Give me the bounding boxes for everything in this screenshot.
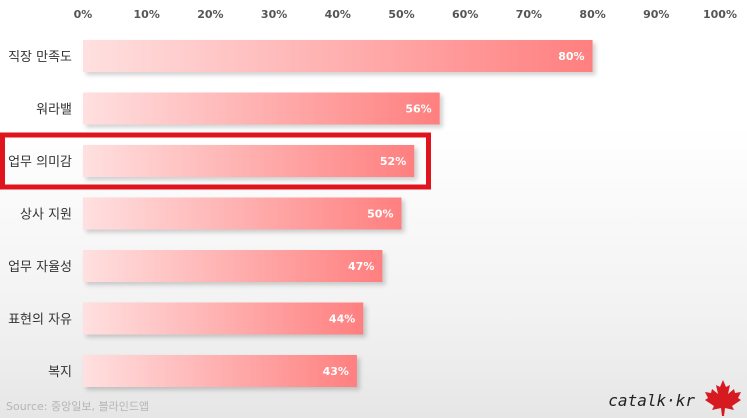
value-label: 43% bbox=[323, 365, 349, 378]
x-axis-ticks: 0% 10% 20% 30% 40% 50% 60% 70% 80% 90% 100% bbox=[74, 8, 737, 21]
category-label: 업무 자율성 bbox=[8, 260, 72, 275]
category-label: 복지 bbox=[48, 365, 72, 380]
x-tick-label: 20% bbox=[197, 8, 223, 21]
source-note: Source: 중앙일보, 블라인드앱 bbox=[6, 400, 150, 413]
value-labels: 80% 56% 52% 50% 47% 44% 43% bbox=[323, 50, 585, 378]
maple-leaf-icon bbox=[705, 380, 741, 416]
value-label: 52% bbox=[380, 155, 406, 168]
x-tick-label: 50% bbox=[388, 8, 414, 21]
bar bbox=[83, 145, 415, 177]
x-tick-label: 0% bbox=[74, 8, 93, 21]
highlight-box bbox=[0, 132, 431, 190]
x-tick-label: 70% bbox=[516, 8, 542, 21]
value-label: 50% bbox=[367, 208, 393, 221]
brand-logo-text: catalk·kr bbox=[608, 391, 695, 410]
category-label: 직장 만족도 bbox=[8, 50, 72, 65]
x-tick-label: 30% bbox=[261, 8, 287, 21]
category-label: 표현의 자유 bbox=[8, 313, 72, 328]
bars-group bbox=[83, 40, 593, 387]
category-label: 워라밸 bbox=[36, 103, 72, 118]
x-tick-label: 100% bbox=[703, 8, 737, 21]
value-label: 47% bbox=[348, 260, 374, 273]
value-label: 80% bbox=[558, 50, 584, 63]
bar bbox=[83, 197, 402, 230]
value-label: 56% bbox=[405, 103, 431, 116]
bar bbox=[83, 302, 364, 335]
x-tick-label: 90% bbox=[643, 8, 669, 21]
bar bbox=[83, 355, 357, 387]
bar bbox=[83, 92, 440, 125]
category-label: 업무 의미감 bbox=[8, 155, 72, 170]
category-label: 상사 지원 bbox=[20, 208, 72, 223]
value-label: 44% bbox=[329, 313, 355, 326]
bar bbox=[83, 40, 593, 72]
x-tick-label: 40% bbox=[325, 8, 351, 21]
bar bbox=[83, 250, 383, 282]
x-tick-label: 80% bbox=[579, 8, 605, 21]
x-tick-label: 60% bbox=[452, 8, 478, 21]
x-tick-label: 10% bbox=[134, 8, 160, 21]
